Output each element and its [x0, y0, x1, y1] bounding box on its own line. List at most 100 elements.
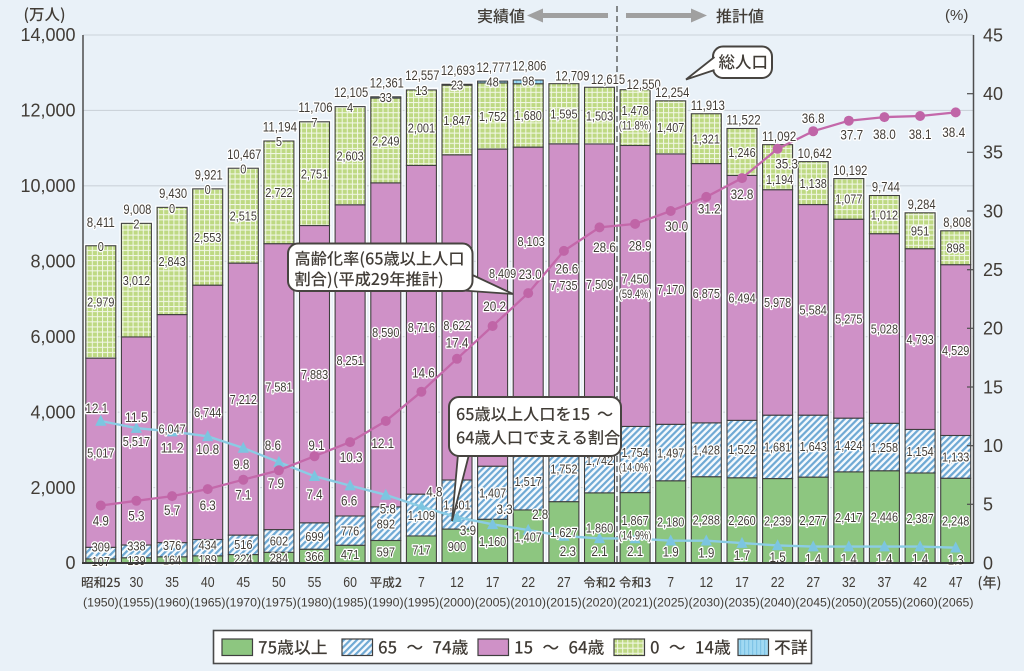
svg-text:1,160: 1,160 [479, 534, 506, 549]
svg-text:1,867: 1,867 [621, 513, 648, 528]
svg-text:17: 17 [735, 575, 749, 591]
svg-text:45: 45 [236, 575, 250, 591]
svg-text:(14.0%): (14.0%) [619, 460, 652, 474]
svg-text:2,248: 2,248 [942, 513, 969, 528]
svg-text:(2015): (2015) [546, 596, 582, 610]
svg-text:898: 898 [947, 241, 965, 256]
svg-text:25: 25 [983, 260, 1003, 280]
svg-text:(2035): (2035) [724, 596, 760, 610]
svg-text:1,012: 1,012 [871, 207, 898, 222]
svg-text:(1960): (1960) [154, 596, 190, 610]
svg-text:1,503: 1,503 [586, 108, 613, 123]
svg-text:12,254: 12,254 [655, 84, 689, 100]
svg-text:1,522: 1,522 [728, 442, 755, 457]
svg-text:38.4: 38.4 [942, 124, 965, 140]
svg-text:12,615: 12,615 [591, 71, 625, 87]
svg-text:5,978: 5,978 [764, 295, 791, 310]
svg-text:(1970): (1970) [226, 596, 262, 610]
svg-text:17.4: 17.4 [446, 335, 469, 351]
svg-text:1,407: 1,407 [479, 486, 506, 501]
svg-text:9.8: 9.8 [233, 456, 249, 472]
svg-text:1,424: 1,424 [835, 438, 862, 453]
svg-text:12,693: 12,693 [441, 62, 475, 78]
svg-text:309: 309 [92, 539, 110, 554]
svg-text:(59.4%): (59.4%) [619, 287, 652, 301]
svg-text:338: 338 [127, 539, 145, 554]
svg-text:47: 47 [949, 575, 963, 591]
svg-text:12: 12 [450, 575, 464, 591]
svg-text:10,467: 10,467 [227, 146, 261, 162]
svg-text:0: 0 [205, 182, 211, 197]
svg-text:(2005): (2005) [475, 596, 511, 610]
svg-text:1,133: 1,133 [942, 450, 969, 465]
svg-text:37.7: 37.7 [840, 127, 863, 143]
svg-text:(2020): (2020) [582, 596, 618, 610]
svg-text:36.8: 36.8 [802, 110, 825, 126]
svg-text:(1955): (1955) [119, 596, 155, 610]
svg-text:35: 35 [165, 575, 179, 591]
svg-text:10,192: 10,192 [833, 162, 867, 178]
svg-text:(14.9%): (14.9%) [619, 529, 652, 543]
svg-text:0: 0 [169, 201, 175, 216]
svg-text:1,258: 1,258 [871, 440, 898, 455]
svg-text:31.2: 31.2 [698, 201, 721, 217]
svg-text:33: 33 [380, 90, 392, 105]
svg-text:1,680: 1,680 [515, 108, 542, 123]
svg-text:2,239: 2,239 [764, 514, 791, 529]
svg-text:14,000: 14,000 [20, 25, 75, 45]
svg-text:107: 107 [92, 554, 110, 569]
svg-text:9,008: 9,008 [123, 201, 151, 217]
svg-text:2.1: 2.1 [591, 543, 607, 559]
svg-text:45: 45 [983, 25, 1003, 45]
svg-text:11.2: 11.2 [161, 439, 184, 455]
svg-text:366: 366 [305, 549, 323, 564]
svg-text:0: 0 [240, 162, 246, 177]
svg-text:5,275: 5,275 [835, 312, 862, 327]
svg-text:4.8: 4.8 [426, 484, 442, 500]
svg-text:1,517: 1,517 [515, 474, 542, 489]
svg-text:5,028: 5,028 [871, 321, 898, 336]
svg-text:12,000: 12,000 [20, 101, 75, 121]
svg-text:22: 22 [521, 575, 535, 591]
svg-text:717: 717 [412, 542, 430, 557]
svg-text:(2040): (2040) [760, 596, 796, 610]
svg-text:(2060): (2060) [902, 596, 938, 610]
svg-text:1,246: 1,246 [728, 145, 755, 160]
svg-text:1,321: 1,321 [693, 132, 720, 147]
svg-text:4: 4 [347, 100, 353, 115]
svg-text:2,553: 2,553 [194, 230, 221, 245]
svg-text:471: 471 [341, 547, 359, 562]
svg-text:27: 27 [557, 575, 571, 591]
svg-text:12,105: 12,105 [334, 84, 368, 100]
svg-text:(1985): (1985) [332, 596, 368, 610]
svg-text:2.3: 2.3 [560, 543, 576, 559]
svg-text:7,581: 7,581 [265, 379, 292, 394]
svg-text:4,529: 4,529 [942, 343, 969, 358]
svg-text:2,000: 2,000 [30, 478, 75, 498]
svg-text:(1965): (1965) [190, 596, 226, 610]
svg-text:9,744: 9,744 [872, 179, 900, 195]
svg-text:1,754: 1,754 [621, 445, 648, 460]
svg-text:9.1: 9.1 [308, 437, 324, 453]
svg-text:5,517: 5,517 [123, 434, 150, 449]
svg-text:5,584: 5,584 [800, 303, 827, 318]
svg-text:7,212: 7,212 [230, 392, 257, 407]
svg-text:30: 30 [983, 201, 1003, 221]
svg-text:2,387: 2,387 [906, 511, 933, 526]
svg-text:17: 17 [486, 575, 500, 591]
svg-text:38.0: 38.0 [873, 126, 896, 142]
svg-text:98: 98 [522, 73, 534, 88]
svg-text:434: 434 [199, 538, 217, 553]
svg-text:48: 48 [486, 75, 498, 90]
svg-text:2,515: 2,515 [230, 209, 257, 224]
svg-text:(2055): (2055) [867, 596, 903, 610]
svg-text:7,509: 7,509 [586, 277, 613, 292]
svg-text:1,847: 1,847 [443, 113, 470, 128]
svg-text:900: 900 [448, 539, 466, 554]
svg-text:0: 0 [983, 553, 993, 573]
svg-text:28.6: 28.6 [593, 239, 616, 255]
svg-text:699: 699 [305, 529, 323, 544]
svg-text:8,716: 8,716 [408, 320, 435, 335]
svg-text:7.1: 7.1 [235, 487, 251, 503]
svg-text:60: 60 [343, 575, 357, 591]
